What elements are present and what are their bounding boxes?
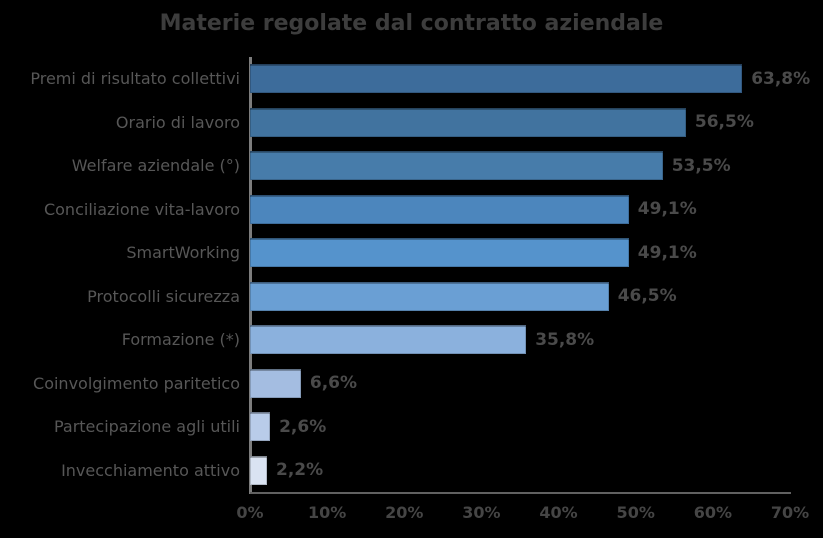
y-axis-line (249, 57, 252, 494)
bar-zone: 49,1% (250, 231, 823, 275)
bar-row: Orario di lavoro 56,5% (0, 101, 823, 145)
bar-row: Premi di risultato collettivi 63,8% (0, 57, 823, 101)
value-label: 56,5% (694, 112, 754, 133)
bar-row: Conciliazione vita-lavoro 49,1% (0, 188, 823, 232)
category-label: Coinvolgimento paritetico (33, 373, 240, 393)
bar-row: Coinvolgimento paritetico 6,6% (0, 362, 823, 406)
bar-zone: 56,5% (250, 101, 823, 145)
bar (250, 194, 629, 224)
bar-row: Formazione (*) 35,8% (0, 318, 823, 362)
category-label: Protocolli sicurezza (87, 286, 240, 306)
bar-row: Partecipazione agli utili 2,6% (0, 405, 823, 449)
bar-zone: 6,6% (250, 362, 823, 406)
bar-zone: 2,6% (250, 405, 823, 449)
value-label: 46,5% (617, 286, 677, 307)
bar (250, 151, 663, 181)
bar-row: Invecchiamento attivo 2,2% (0, 449, 823, 493)
x-axis-tick-label: 30% (462, 503, 501, 522)
bar-zone: 46,5% (250, 275, 823, 319)
value-label: 35,8% (535, 329, 595, 350)
x-axis-ticks: 0% 10% 20% 30% 40% 50% 60% 70% (0, 503, 823, 533)
category-label: Formazione (*) (121, 330, 240, 350)
bar (250, 107, 686, 137)
bar (250, 238, 629, 268)
bar (250, 325, 527, 355)
bar (250, 281, 609, 311)
x-axis-line (250, 492, 791, 494)
category-label: SmartWorking (126, 243, 240, 263)
chart-title: Materie regolate dal contratto aziendale (159, 11, 664, 36)
bar (250, 455, 267, 485)
category-label: Invecchiamento attivo (61, 460, 240, 480)
bar-zone: 35,8% (250, 318, 823, 362)
category-label: Premi di risultato collettivi (30, 69, 240, 89)
x-axis-tick-label: 70% (770, 503, 810, 522)
category-label: Orario di lavoro (115, 112, 240, 132)
bar-row: Welfare aziendale (°) 53,5% (0, 144, 823, 188)
bar-zone: 2,2% (250, 449, 823, 493)
x-axis-tick-label: 10% (307, 503, 347, 522)
value-label: 49,1% (637, 242, 697, 263)
category-label: Conciliazione vita-lavoro (43, 199, 240, 219)
value-label: 49,1% (637, 199, 697, 220)
bar-row: Protocolli sicurezza 46,5% (0, 275, 823, 319)
x-axis-tick-label: 40% (539, 503, 578, 522)
bar (250, 368, 301, 398)
value-label: 2,2% (276, 460, 324, 481)
bar (250, 64, 743, 94)
value-label: 2,6% (279, 416, 327, 437)
value-label: 63,8% (751, 68, 811, 89)
category-label: Welfare aziendale (°) (71, 156, 240, 176)
x-axis-tick-label: 0% (236, 503, 264, 522)
x-axis-tick-label: 60% (693, 503, 732, 522)
bar-row: SmartWorking 49,1% (0, 231, 823, 275)
bar-zone: 53,5% (250, 144, 823, 188)
bar-zone: 63,8% (250, 57, 823, 101)
value-label: 53,5% (671, 155, 731, 176)
value-label: 6,6% (309, 373, 358, 394)
bar-zone: 49,1% (250, 188, 823, 232)
bar-rows: Premi di risultato collettivi 63,8% Orario… (0, 57, 823, 492)
category-label: Partecipazione agli utili (53, 417, 240, 437)
x-axis-tick-label: 20% (385, 503, 424, 522)
bar (250, 412, 271, 442)
x-axis-tick-label: 50% (616, 503, 655, 522)
